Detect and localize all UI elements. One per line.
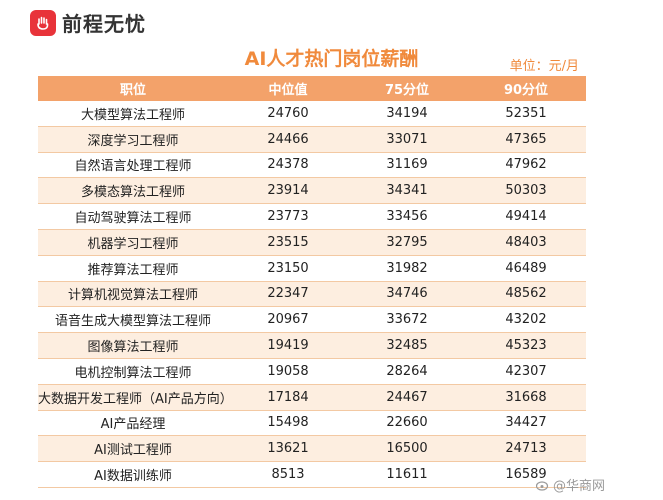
table-row: AI数据训练师 8513 11611 16589 (38, 462, 586, 488)
hand-icon (30, 9, 56, 36)
salary-cell: 32795 (386, 234, 428, 250)
column-header: 职位 (119, 82, 146, 98)
salary-cell: 45323 (505, 338, 547, 354)
salary-cell: 34194 (386, 105, 428, 121)
salary-cell: 31982 (386, 260, 428, 276)
watermark-text: @华商网 (552, 479, 605, 494)
salary-cell: 23150 (267, 260, 309, 276)
salary-cell: 49414 (505, 209, 547, 225)
job-title-cell: 深度学习工程师 (87, 133, 179, 149)
table-row: 大数据开发工程师（AI产品方向） 17184 24467 31668 (38, 384, 586, 411)
job-title-cell: 机器学习工程师 (87, 236, 179, 252)
salary-cell: 19419 (267, 338, 309, 354)
column-header: 中位值 (268, 82, 308, 98)
salary-cell: 13621 (267, 441, 309, 457)
salary-cell: 24378 (267, 157, 309, 173)
brand-name: 前程无忧 (62, 12, 146, 36)
salary-cell: 24760 (267, 105, 309, 121)
salary-cell: 47962 (505, 157, 547, 173)
salary-cell: 48562 (505, 286, 547, 302)
table-row: 自动驾驶算法工程师 23773 33456 49414 (38, 204, 586, 230)
salary-cell: 34427 (505, 415, 547, 431)
table-row: 图像算法工程师 19419 32485 45323 (38, 333, 586, 359)
table-body: 大模型算法工程师 24760 34194 52351 深度学习工程师 24466 33071… (38, 101, 586, 488)
job-title-cell: 语音生成大模型算法工程师 (54, 314, 211, 330)
job-title-cell: AI数据训练师 (94, 469, 172, 485)
salary-cell: 32485 (386, 338, 428, 354)
job-title-cell: AI测试工程师 (94, 443, 172, 459)
salary-cell: 50303 (505, 183, 547, 199)
weibo-icon (535, 480, 549, 491)
table-row: 多模态算法工程师 23914 34341 50303 (38, 178, 586, 205)
salary-cell: 16589 (505, 467, 547, 483)
salary-cell: 52351 (505, 105, 547, 121)
table-row: 机器学习工程师 23515 32795 48403 (38, 229, 586, 256)
salary-cell: 23914 (267, 183, 309, 199)
column-header: 90分位 (503, 82, 549, 98)
job-title-cell: 自动驾驶算法工程师 (74, 211, 192, 227)
job-title-cell: 大模型算法工程师 (80, 107, 185, 123)
brand-logo: 前程无忧 (30, 8, 146, 37)
salary-cell: 23515 (267, 234, 309, 250)
job-title-cell: 推荐算法工程师 (87, 262, 179, 278)
salary-cell: 42307 (505, 363, 547, 379)
salary-cell: 33672 (386, 312, 428, 328)
salary-cell: 47365 (505, 131, 547, 147)
job-title-cell: 多模态算法工程师 (80, 185, 185, 201)
job-title-cell: 电机控制算法工程师 (74, 365, 192, 381)
unit-label: 单位：元/月 (509, 59, 579, 74)
table-row: 推荐算法工程师 23150 31982 46489 (38, 256, 586, 282)
salary-cell: 23773 (267, 209, 309, 225)
table-row: AI产品经理 15498 22660 34427 (38, 411, 586, 437)
table-row: 计算机视觉算法工程师 22347 34746 48562 (38, 281, 586, 308)
salary-cell: 11611 (386, 467, 428, 483)
salary-table: 职位 中位值 75分位 90分位 大模型算法工程师 24760 34194 52351… (38, 76, 586, 488)
salary-cell: 24713 (505, 441, 547, 457)
job-title-cell: 自然语言处理工程师 (74, 159, 192, 175)
job-title-cell: 计算机视觉算法工程师 (67, 288, 198, 304)
table-header-row: 职位 中位值 75分位 90分位 (38, 76, 586, 101)
salary-cell: 46489 (505, 260, 547, 276)
salary-cell: 34341 (386, 183, 428, 199)
table-row: 大模型算法工程师 24760 34194 52351 (38, 101, 586, 127)
salary-cell: 31169 (386, 157, 428, 173)
salary-cell: 20967 (267, 312, 309, 328)
salary-cell: 17184 (267, 389, 309, 405)
salary-cell: 33456 (386, 209, 428, 225)
salary-cell: 34746 (386, 286, 428, 302)
watermark: @华商网 (535, 475, 605, 494)
table-row: AI测试工程师 13621 16500 24713 (38, 436, 586, 463)
salary-cell: 28264 (386, 363, 428, 379)
salary-cell: 22660 (386, 415, 428, 431)
salary-cell: 19058 (267, 363, 309, 379)
salary-cell: 24467 (386, 389, 428, 405)
salary-cell: 16500 (386, 441, 428, 457)
salary-cell: 15498 (267, 415, 309, 431)
salary-cell: 43202 (505, 312, 547, 328)
job-title-cell: AI产品经理 (100, 417, 166, 433)
salary-cell: 33071 (386, 131, 428, 147)
table-row: 语音生成大模型算法工程师 20967 33672 43202 (38, 307, 586, 334)
table-row: 深度学习工程师 24466 33071 47365 (38, 126, 586, 153)
table-title: AI人才热门岗位薪酬 (244, 48, 419, 70)
job-title-cell: 图像算法工程师 (87, 340, 179, 356)
column-header: 75分位 (384, 82, 430, 98)
salary-cell: 31668 (505, 389, 547, 405)
salary-cell: 8513 (271, 467, 305, 483)
salary-cell: 24466 (267, 131, 309, 147)
table-row: 自然语言处理工程师 24378 31169 47962 (38, 153, 586, 179)
salary-cell: 48403 (505, 234, 547, 250)
salary-cell: 22347 (267, 286, 309, 302)
job-title-cell: 大数据开发工程师（AI产品方向） (38, 391, 233, 407)
table-row: 电机控制算法工程师 19058 28264 42307 (38, 359, 586, 385)
